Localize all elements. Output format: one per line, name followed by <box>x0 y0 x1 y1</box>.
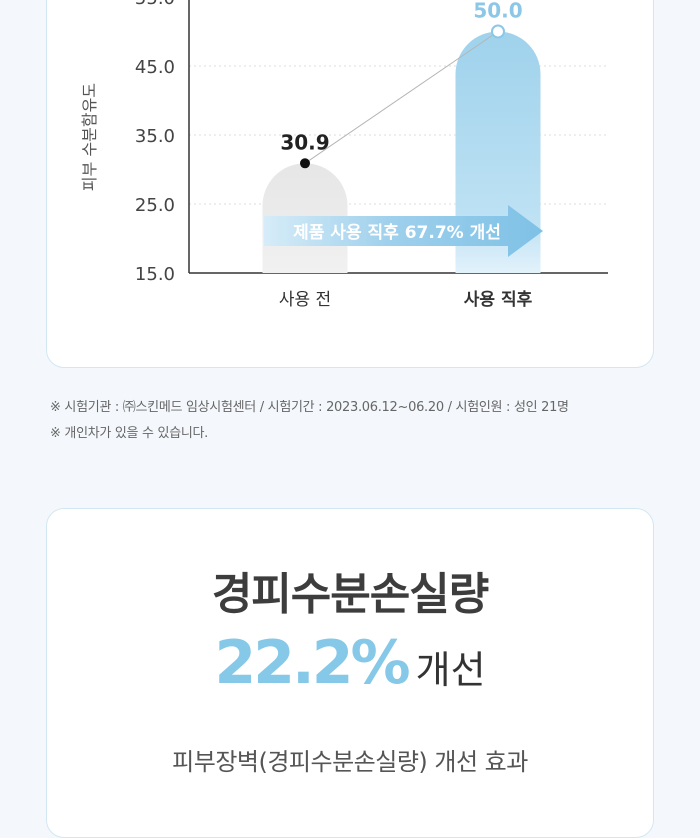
metric-title: 경피수분손실량 <box>211 569 489 620</box>
disclaimer-note: ※ 개인차가 있을 수 있습니다. <box>50 426 209 441</box>
y-tick-label: 15.0 <box>135 264 175 285</box>
test-notes: ※ 시험기관 : ㈜스킨메드 임상시험센터 / 시험기간 : 2023.06.1… <box>50 395 670 447</box>
y-axis-label: 피부 수분함유도 <box>80 83 99 191</box>
improvement-arrow <box>264 205 543 257</box>
y-tick-label: 45.0 <box>135 57 175 78</box>
value-label-before: 30.9 <box>280 130 329 154</box>
x-tick-label: 사용 직후 <box>464 289 533 310</box>
point-after <box>491 24 505 39</box>
metric-suffix: 개선 <box>415 648 486 692</box>
y-tick-label: 55.0 <box>135 0 175 9</box>
metric-line: 22.2% 개선 <box>47 631 653 710</box>
x-tick-label: 사용 전 <box>279 290 331 310</box>
y-tick-label: 25.0 <box>135 195 175 216</box>
y-tick-label: 35.0 <box>135 126 175 147</box>
metric-card: 경피수분손실량 22.2% 개선 피부장벽(경피수분손실량) 개선 효과 <box>46 508 654 838</box>
bar-after <box>455 31 541 273</box>
test-info-note: ※ 시험기관 : ㈜스킨메드 임상시험센터 / 시험기간 : 2023.06.1… <box>50 400 569 415</box>
metric-value: 22.2% <box>214 628 410 698</box>
value-label-after: 50.0 <box>473 0 522 23</box>
point-before <box>300 158 310 169</box>
improvement-annotation: 제품 사용 직후 67.7% 개선 <box>293 222 501 243</box>
connector-line <box>304 31 499 164</box>
metric-subtitle: 피부장벽(경피수분손실량) 개선 효과 <box>172 748 528 776</box>
chart-card <box>46 0 654 368</box>
